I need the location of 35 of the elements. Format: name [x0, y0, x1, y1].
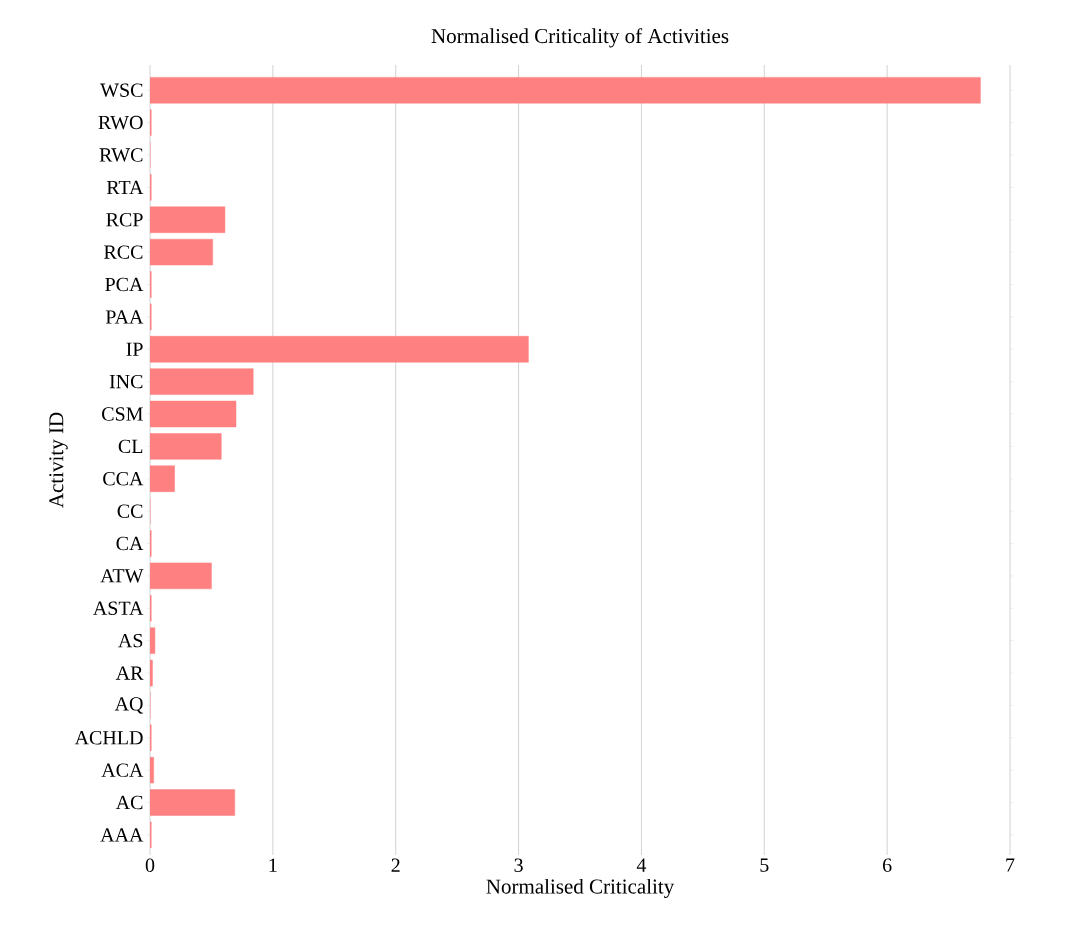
- x-tick-label: 4: [636, 858, 647, 872]
- y-tick-label: INC: [109, 374, 143, 389]
- y-tick-label: ASTA: [93, 601, 144, 615]
- y-tick-label: RCC: [104, 245, 143, 259]
- x-tick-label: 3: [514, 858, 523, 872]
- y-tick-label: AAA: [100, 828, 144, 842]
- y-tick-label: ATW: [100, 569, 144, 583]
- y-tick-label: CL: [118, 439, 143, 454]
- y-tick-label: CSM: [102, 407, 143, 421]
- y-axis-title: Activity ID: [49, 412, 68, 508]
- y-tick-label: AC: [115, 795, 143, 810]
- y-tick-label: ACA: [101, 763, 144, 777]
- y-tick-label: AR: [115, 666, 144, 680]
- y-tick-label: ACHLD: [74, 731, 143, 745]
- y-tick-label: CC: [117, 504, 143, 518]
- y-tick-label: RCP: [106, 213, 143, 227]
- y-tick-label: AQ: [114, 697, 144, 714]
- y-tick-label: RWO: [98, 115, 143, 130]
- x-tick-label: 5: [760, 858, 769, 872]
- y-tick-label: CCA: [103, 472, 144, 486]
- y-tick-label: WSC: [100, 83, 143, 98]
- y-tick-label: AS: [118, 633, 143, 648]
- x-tick-label: 0: [145, 858, 155, 873]
- y-tick-label: PAA: [105, 310, 144, 324]
- x-tick-label: 6: [883, 858, 892, 872]
- chart-title: Normalised Criticality of Activities: [431, 28, 729, 48]
- y-tick-label: RWC: [99, 148, 143, 162]
- y-tick-label: IP: [126, 342, 143, 356]
- y-tick-label: RTA: [106, 180, 144, 194]
- y-tick-label: CA: [116, 536, 144, 551]
- x-tick-label: 2: [391, 858, 400, 872]
- x-axis-title: Normalised Criticality: [486, 878, 675, 898]
- x-tick-label: 1: [269, 858, 277, 872]
- y-tick-label: PCA: [105, 277, 144, 292]
- x-tick-label: 7: [1006, 858, 1015, 872]
